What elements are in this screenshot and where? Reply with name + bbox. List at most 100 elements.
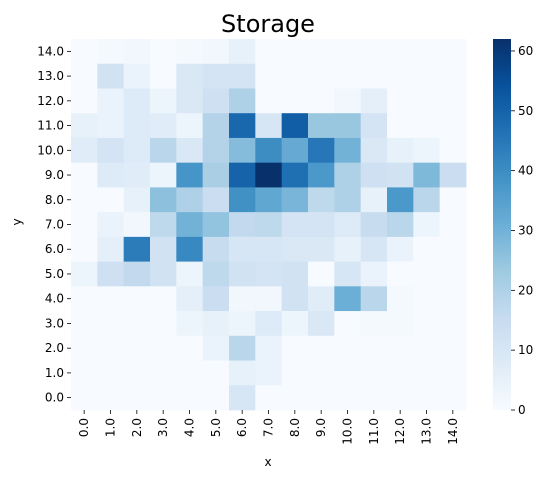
colorbar-ticks: 0 10 20 30 40 50 60 (511, 44, 533, 417)
x-tick-label: 7.0 (262, 418, 276, 437)
heatmap-cell (71, 236, 98, 262)
heatmap-cell (71, 162, 98, 188)
y-tick-label: 3.0 (45, 316, 64, 330)
heatmap-cell (281, 261, 309, 287)
heatmap-cell (71, 261, 98, 287)
y-tick-label: 1.0 (45, 366, 64, 380)
heatmap-cell (255, 162, 283, 188)
heatmap-cell (71, 137, 98, 164)
heatmap-cell (360, 261, 388, 287)
heatmap-cell (413, 212, 441, 238)
y-axis-label: y (10, 218, 24, 225)
heatmap-cell (97, 286, 125, 312)
heatmap-cell (150, 311, 177, 337)
heatmap-cell (387, 212, 414, 238)
heatmap-cell (97, 88, 125, 114)
heatmap-cell (308, 63, 335, 89)
heatmap-cell (202, 286, 230, 312)
heatmap-cell (334, 236, 362, 262)
heatmap-cell (176, 162, 204, 188)
heatmap-cell (71, 39, 98, 65)
heatmap-cell (150, 39, 177, 65)
heatmap-cell (360, 39, 388, 65)
colorbar-tick-label: 50 (518, 104, 533, 118)
heatmap-cell (439, 286, 467, 312)
heatmap-cell (308, 137, 335, 164)
heatmap-cell (229, 63, 256, 89)
heatmap-cell (71, 286, 98, 312)
heatmap-cell (123, 162, 151, 188)
y-tick-label: 10.0 (37, 143, 64, 157)
x-tick-label: 13.0 (420, 418, 434, 445)
heatmap-cell (360, 88, 388, 114)
heatmap-cell (176, 39, 204, 65)
y-tick-label: 9.0 (45, 168, 64, 182)
heatmap-cell (255, 137, 283, 164)
heatmap-cell (97, 261, 125, 287)
heatmap-cell (308, 88, 335, 114)
heatmap-cell (308, 39, 335, 65)
heatmap-cell (123, 335, 151, 361)
heatmap-cell (202, 113, 230, 139)
heatmap-cell (413, 311, 441, 337)
heatmap-cell (97, 311, 125, 337)
y-tick-label: 13.0 (37, 69, 64, 83)
heatmap-cell (255, 236, 283, 262)
heatmap-cell (413, 88, 441, 114)
heatmap-cell (123, 187, 151, 213)
heatmap-cell (255, 113, 283, 139)
heatmap-cell (334, 335, 362, 361)
heatmap-cell (334, 286, 362, 312)
x-axis-label: x (264, 455, 271, 469)
heatmap-cell (308, 385, 335, 411)
y-tick-label: 6.0 (45, 242, 64, 256)
heatmap-cell (360, 286, 388, 312)
colorbar (493, 39, 511, 410)
heatmap-cell (176, 261, 204, 287)
y-tick-label: 0.0 (45, 391, 64, 405)
heatmap-cell (413, 286, 441, 312)
heatmap-cell (123, 286, 151, 312)
heatmap-cell (255, 39, 283, 65)
heatmap-cell (439, 311, 467, 337)
heatmap-cell (176, 212, 204, 238)
heatmap-cell (360, 187, 388, 213)
heatmap-cell (97, 187, 125, 213)
heatmap-cell (439, 63, 467, 89)
heatmap-cell (308, 335, 335, 361)
heatmap-cell (97, 39, 125, 65)
heatmap-cell (229, 385, 256, 411)
heatmap-cell (281, 360, 309, 386)
heatmap-cell (334, 360, 362, 386)
heatmap-cell (308, 212, 335, 238)
heatmap-cell (176, 113, 204, 139)
heatmap-cell (308, 311, 335, 337)
heatmap-cell (334, 311, 362, 337)
heatmap-cell (413, 39, 441, 65)
heatmap-cell (281, 335, 309, 361)
heatmap-cell (281, 311, 309, 337)
heatmap-cell (360, 212, 388, 238)
y-tick-label: 14.0 (37, 44, 64, 58)
heatmap-cell (413, 187, 441, 213)
colorbar-tick-label: 0 (518, 403, 526, 417)
heatmap-cell (439, 335, 467, 361)
heatmap-cell (176, 311, 204, 337)
heatmap-cell (229, 311, 256, 337)
heatmap-cell (281, 286, 309, 312)
heatmap-cell (439, 137, 467, 164)
heatmap-cell (229, 236, 256, 262)
heatmap-cell (387, 88, 414, 114)
heatmap-cell (123, 212, 151, 238)
heatmap-cell (439, 385, 467, 411)
chart-title: Storage (221, 10, 315, 38)
heatmap-cell (123, 311, 151, 337)
heatmap-cell (255, 261, 283, 287)
heatmap-cell (97, 360, 125, 386)
heatmap-cell (413, 385, 441, 411)
heatmap-cell (439, 39, 467, 65)
heatmap-cell (439, 261, 467, 287)
x-tick-label: 2.0 (130, 418, 144, 437)
heatmap-cell (308, 261, 335, 287)
heatmap-cell (281, 236, 309, 262)
